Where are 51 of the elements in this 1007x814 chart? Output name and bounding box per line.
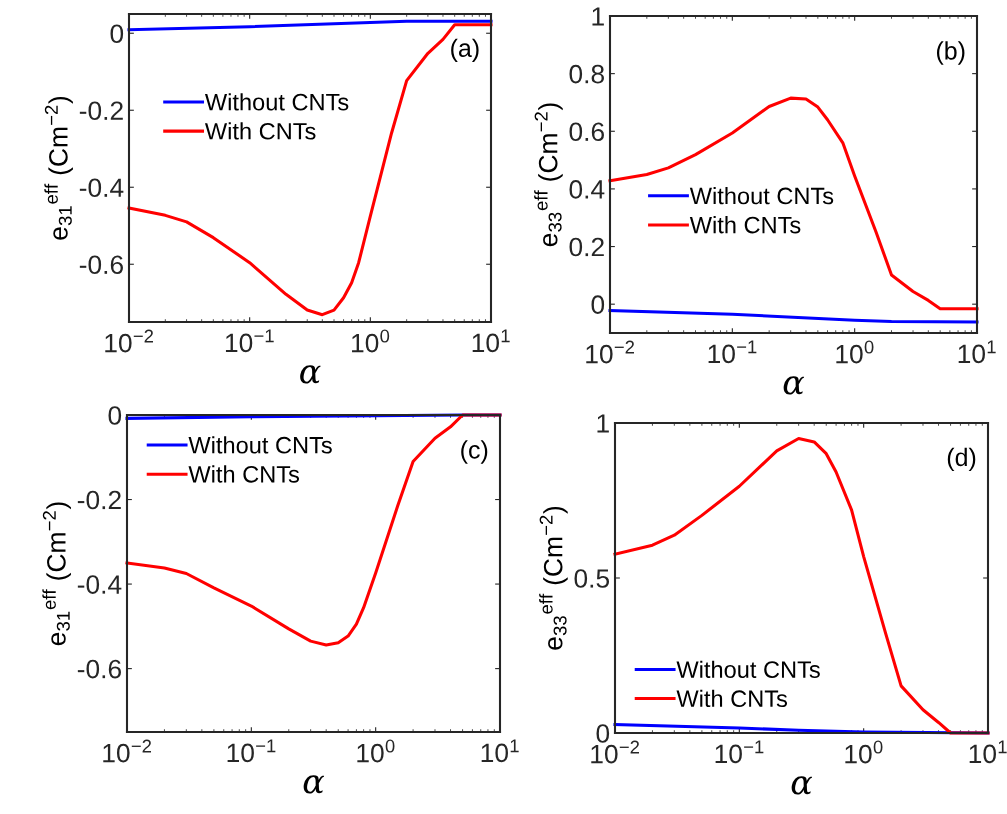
y-tick-label: 0 — [591, 295, 605, 314]
y-axis-title: e$_{31}$$^{eff}$ (Cm$^{−2}$) — [44, 96, 73, 240]
legend-label: Without CNTs — [689, 186, 834, 205]
legend-label: With CNTs — [188, 465, 300, 483]
y-tick-label: 0.2 — [569, 237, 604, 257]
x-tick-label: 10$^{−2}$ — [105, 329, 153, 353]
y-tick-label: 0 — [108, 406, 122, 425]
y-tick-label: 0.6 — [569, 122, 604, 142]
x-tick-label: 10$^{−2}$ — [586, 340, 634, 364]
y-tick-label: -0.4 — [79, 178, 124, 198]
x-tick-label: 10$^{1}$ — [958, 340, 996, 364]
legend-label: Without CNTs — [188, 436, 332, 454]
y-tick-label: -0.2 — [79, 101, 123, 121]
x-tick-label: 10$^{1}$ — [969, 740, 1007, 764]
y-tick-label: 0 — [110, 24, 124, 44]
x-axis-title: α — [303, 775, 325, 794]
x-tick-label: 10$^{0}$ — [352, 329, 390, 353]
y-tick-label: -0.4 — [77, 575, 122, 594]
x-tick-label: 10$^{1}$ — [472, 329, 510, 353]
annotation: (d) — [947, 447, 976, 472]
legend-label: Without CNTs — [204, 93, 349, 111]
x-tick-label: 10$^{−1}$ — [227, 739, 276, 763]
x-axis-title: α — [791, 776, 813, 795]
x-tick-label: 10$^{−1}$ — [708, 340, 757, 364]
x-tick-label: 10$^{0}$ — [845, 740, 883, 764]
y-tick-label: 0.5 — [574, 569, 610, 588]
annotation: (b) — [936, 41, 965, 65]
x-tick-label: 10$^{0}$ — [357, 739, 395, 763]
y-axis-title: e$_{33}$$^{eff}$ (Cm$^{−2}$) — [539, 506, 568, 650]
y-tick-label: -0.2 — [77, 490, 121, 510]
y-axis-title: e$_{31}$$^{eff}$ (Cm$^{−2}$) — [42, 502, 71, 646]
x-axis-title: α — [783, 376, 805, 395]
x-tick-label: 10$^{1}$ — [481, 739, 519, 763]
legend-label: With CNTs — [689, 216, 801, 234]
legend-label: With CNTs — [204, 122, 316, 140]
y-tick-label: 1 — [592, 7, 604, 26]
legend-label: With CNTs — [676, 689, 788, 708]
annotation: (c) — [461, 440, 488, 464]
y-tick-label: 1 — [597, 414, 609, 433]
x-tick-label: 10$^{−2}$ — [103, 739, 151, 763]
x-tick-label: 10$^{−1}$ — [715, 740, 764, 764]
y-tick-label: 0.8 — [569, 64, 604, 84]
x-axis-title: α — [300, 365, 321, 384]
y-tick-label: -0.6 — [77, 659, 121, 679]
x-tick-label: 10$^{0}$ — [836, 340, 874, 364]
y-tick-label: 0.4 — [569, 180, 605, 199]
x-tick-label: 10$^{−1}$ — [225, 329, 274, 353]
annotation: (a) — [451, 38, 479, 62]
y-tick-label: -0.6 — [79, 255, 123, 275]
legend-label: Without CNTs — [676, 660, 820, 678]
y-axis-title: e$_{33}$$^{eff}$ (Cm$^{−2}$) — [534, 103, 563, 247]
